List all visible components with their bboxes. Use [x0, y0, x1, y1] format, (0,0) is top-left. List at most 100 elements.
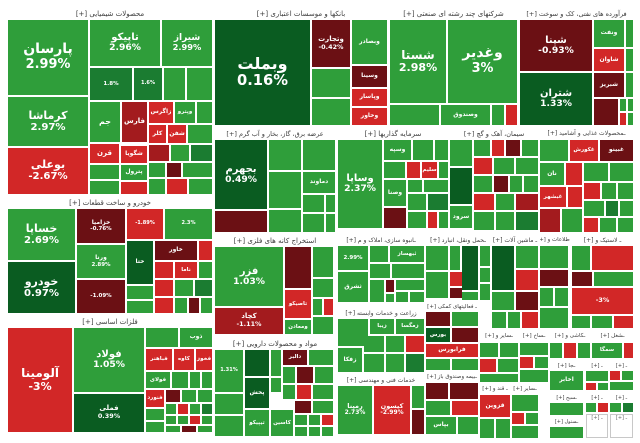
tile[interactable]: 1.31% — [215, 350, 243, 392]
tile[interactable] — [435, 140, 448, 160]
tile-oil-products-0[interactable]: شپنا -0.93% — [520, 20, 592, 71]
tile[interactable] — [584, 163, 608, 181]
tile[interactable]: -1.89% — [127, 209, 163, 239]
tile-chemical-products-17[interactable]: قرن — [90, 144, 119, 163]
tile[interactable] — [370, 246, 388, 262]
tile-banks-6[interactable]: وپاسار — [352, 89, 387, 106]
tile-chemical-products-14[interactable]: کلر — [149, 125, 166, 143]
tile[interactable] — [516, 246, 538, 268]
tile[interactable] — [452, 312, 478, 326]
tile[interactable] — [480, 419, 494, 438]
tile-pharmaceuticals-16[interactable]: کاسین — [271, 410, 293, 436]
tile[interactable] — [462, 246, 478, 290]
tile[interactable] — [406, 336, 424, 352]
tile[interactable] — [164, 68, 185, 100]
tile[interactable] — [197, 102, 212, 123]
tile[interactable] — [496, 212, 514, 230]
tile[interactable] — [586, 383, 596, 390]
tile[interactable] — [439, 212, 448, 228]
tile[interactable] — [628, 99, 633, 111]
tile-basic-metals-7[interactable]: فخوز — [196, 349, 212, 370]
tile[interactable] — [610, 403, 621, 412]
sector-header-real-estate[interactable]: ـانبوه سازی، املاک و م [+] — [338, 235, 424, 245]
tile-insurance-pension-4[interactable]: بپاس — [426, 417, 456, 434]
sector-header-electricity-gas-steam[interactable]: عرضه برق، گاز، بخار و آب گرم [+] — [215, 128, 335, 139]
tile[interactable] — [592, 316, 612, 328]
tile[interactable] — [426, 312, 450, 326]
tile[interactable] — [297, 367, 313, 383]
tile[interactable] — [410, 292, 424, 302]
tile-auto-parts-7[interactable]: ختا — [127, 241, 153, 284]
tile[interactable] — [167, 163, 181, 177]
tile[interactable] — [149, 163, 165, 177]
tile[interactable] — [167, 179, 187, 194]
tile[interactable]: 2.3% — [165, 209, 212, 239]
tile[interactable] — [364, 336, 384, 352]
tile[interactable] — [620, 99, 626, 111]
sector-header-other-small[interactable]: ـسایر [+] — [512, 384, 538, 394]
tile[interactable] — [155, 262, 173, 278]
tile[interactable] — [390, 105, 439, 125]
tile[interactable] — [594, 272, 633, 286]
tile[interactable] — [175, 280, 193, 296]
tile[interactable] — [462, 292, 478, 300]
tile-pharmaceuticals-2[interactable]: دالبر — [283, 350, 307, 365]
tile[interactable] — [606, 201, 618, 216]
tile[interactable] — [474, 194, 494, 210]
sector-header-tiny-3[interactable]: ـ [+] — [586, 394, 608, 402]
tile[interactable] — [183, 163, 212, 177]
tile[interactable] — [628, 113, 633, 125]
tile[interactable] — [498, 359, 518, 372]
tile[interactable] — [407, 162, 420, 178]
tile[interactable] — [303, 140, 335, 170]
sector-header-rubber-plastic[interactable]: ـ لاستیک و [+] — [572, 235, 633, 245]
tile[interactable] — [522, 312, 538, 328]
tile[interactable] — [90, 181, 119, 194]
tile[interactable] — [408, 180, 422, 192]
tile-agriculture-1[interactable]: زیبا — [370, 319, 394, 334]
tile-banks-7[interactable]: وخاور — [352, 108, 387, 125]
tile[interactable] — [215, 211, 267, 232]
tile[interactable] — [297, 385, 311, 399]
tile-chemical-products-15[interactable]: شفن — [168, 125, 186, 143]
tile[interactable] — [450, 288, 462, 298]
tile[interactable] — [474, 176, 492, 192]
tile[interactable] — [199, 262, 212, 278]
tile[interactable] — [121, 182, 147, 194]
tile[interactable] — [626, 20, 633, 47]
tile[interactable] — [269, 210, 301, 232]
tile[interactable] — [540, 246, 568, 268]
tile[interactable] — [269, 140, 301, 170]
tile[interactable] — [492, 292, 514, 310]
tile[interactable] — [598, 383, 608, 390]
tile[interactable] — [535, 357, 548, 368]
tile[interactable] — [392, 264, 424, 278]
tile[interactable] — [146, 328, 178, 347]
tile-basic-metals-1[interactable]: فولاد 1.05% — [74, 328, 144, 392]
sector-header-setool[interactable]: ـستول [+] — [550, 417, 583, 426]
tile-oil-products-6[interactable]: شبریز — [594, 73, 624, 97]
tile[interactable] — [480, 268, 490, 282]
tile[interactable] — [623, 403, 633, 412]
tile[interactable] — [396, 292, 408, 302]
tile-agriculture-2[interactable]: زمگسا — [396, 319, 424, 334]
sector-header-tiles-ceramic[interactable]: ـکاشی و [+] — [550, 331, 590, 341]
tile[interactable] — [492, 105, 504, 125]
tile-basic-metals-4[interactable]: ذوب — [180, 328, 212, 347]
tile-financial-auxiliary-2[interactable]: بورس — [426, 328, 450, 342]
tile[interactable] — [512, 395, 538, 411]
tile-basic-metals-12[interactable]: فنورد — [146, 390, 164, 407]
tile[interactable] — [572, 272, 592, 286]
tile[interactable] — [496, 419, 510, 438]
tile[interactable] — [269, 172, 301, 208]
tile-chemical-products-11[interactable]: زاگرس — [149, 102, 173, 123]
tile[interactable] — [452, 328, 478, 342]
tile-multi-industry-0[interactable]: شستا 2.98% — [390, 20, 446, 103]
tile[interactable] — [566, 163, 582, 185]
tile-chemical-products-4[interactable]: بوعلی -2.67% — [8, 148, 88, 194]
tile-basic-metals-8[interactable]: فولای — [146, 372, 170, 388]
tile[interactable] — [474, 212, 494, 230]
tile[interactable] — [146, 409, 164, 420]
tile-cement-2[interactable]: سرود — [450, 206, 472, 228]
tile[interactable] — [480, 359, 496, 372]
